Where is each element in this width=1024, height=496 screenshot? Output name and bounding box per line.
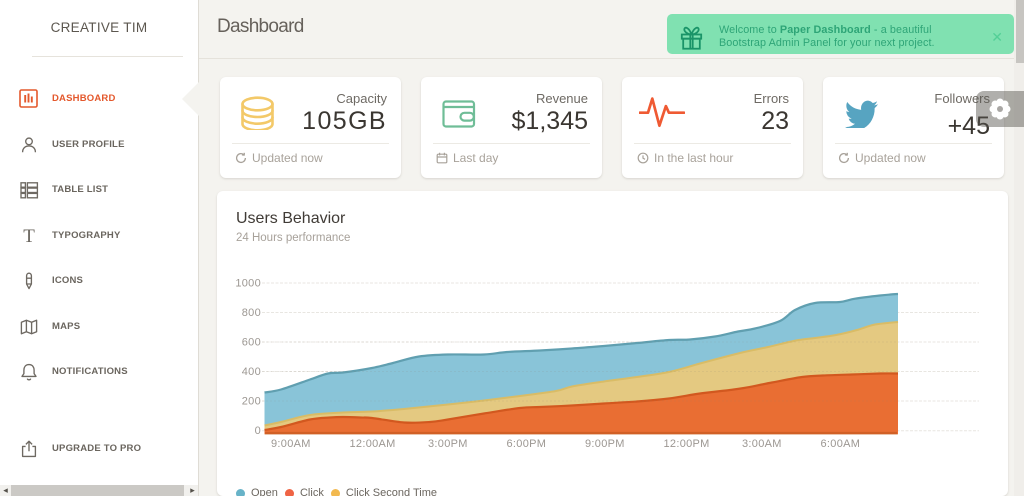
svg-text:6:00AM: 6:00AM (821, 438, 861, 450)
svg-text:9:00PM: 9:00PM (585, 438, 625, 450)
svg-text:9:00AM: 9:00AM (271, 438, 311, 450)
svg-text:600: 600 (242, 337, 261, 349)
svg-text:12:00AM: 12:00AM (350, 438, 396, 450)
svg-text:T: T (23, 226, 35, 246)
svg-text:1000: 1000 (235, 278, 261, 290)
svg-text:200: 200 (242, 396, 261, 408)
svg-text:800: 800 (242, 307, 261, 319)
svg-text:3:00PM: 3:00PM (428, 438, 468, 450)
svg-text:0: 0 (255, 425, 261, 437)
svg-text:400: 400 (242, 366, 261, 378)
svg-text:3:00AM: 3:00AM (742, 438, 782, 450)
svg-text:12:00PM: 12:00PM (664, 438, 710, 450)
svg-text:6:00PM: 6:00PM (507, 438, 547, 450)
